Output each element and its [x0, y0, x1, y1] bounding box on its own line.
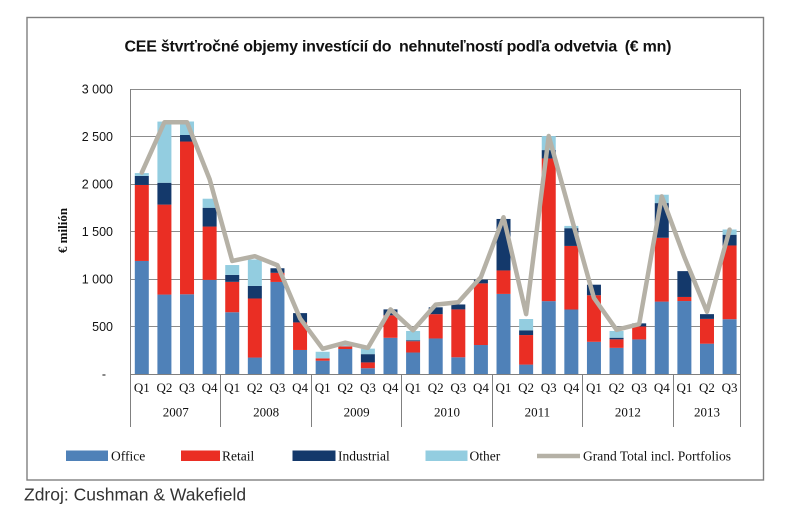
- svg-text:Q2: Q2: [247, 380, 263, 395]
- svg-text:Q1: Q1: [496, 380, 512, 395]
- svg-text:Other: Other: [470, 449, 501, 464]
- svg-text:1 000: 1 000: [82, 272, 113, 286]
- svg-text:Q1: Q1: [676, 380, 692, 395]
- svg-text:Q4: Q4: [292, 380, 308, 395]
- svg-text:2011: 2011: [525, 405, 551, 420]
- svg-text:Q1: Q1: [586, 380, 602, 395]
- svg-text:Q2: Q2: [518, 380, 534, 395]
- svg-text:2010: 2010: [434, 405, 460, 420]
- svg-text:Q3: Q3: [450, 380, 466, 395]
- svg-text:CEE štvrťročné objemy investíc: CEE štvrťročné objemy investícií do nehn…: [125, 39, 672, 56]
- svg-text:2008: 2008: [253, 405, 279, 420]
- svg-text:Office: Office: [111, 449, 145, 464]
- svg-text:Q3: Q3: [722, 380, 738, 395]
- svg-text:Q2: Q2: [699, 380, 715, 395]
- svg-text:Q4: Q4: [654, 380, 670, 395]
- svg-text:Industrial: Industrial: [338, 449, 390, 464]
- svg-text:3 000: 3 000: [82, 82, 113, 96]
- svg-text:-: -: [102, 367, 106, 381]
- svg-text:Q3: Q3: [541, 380, 557, 395]
- svg-text:Q1: Q1: [405, 380, 421, 395]
- svg-text:2012: 2012: [615, 405, 641, 420]
- svg-text:Q4: Q4: [383, 380, 399, 395]
- svg-text:2 000: 2 000: [82, 177, 113, 191]
- svg-text:1 500: 1 500: [82, 225, 113, 239]
- svg-text:2013: 2013: [694, 405, 720, 420]
- svg-text:Q3: Q3: [631, 380, 647, 395]
- svg-text:Q1: Q1: [134, 380, 150, 395]
- svg-text:Q3: Q3: [179, 380, 195, 395]
- svg-text:€ milión: € milión: [55, 207, 70, 253]
- svg-text:Q1: Q1: [224, 380, 240, 395]
- svg-text:Q1: Q1: [315, 380, 331, 395]
- svg-text:Q3: Q3: [360, 380, 376, 395]
- svg-text:Retail: Retail: [222, 449, 254, 464]
- svg-text:Q2: Q2: [156, 380, 172, 395]
- svg-text:Q2: Q2: [337, 380, 353, 395]
- svg-text:Q3: Q3: [269, 380, 285, 395]
- svg-text:500: 500: [92, 320, 113, 334]
- svg-text:Q4: Q4: [563, 380, 579, 395]
- svg-text:Grand Total incl. Portfolios: Grand Total incl. Portfolios: [583, 449, 731, 464]
- svg-text:2009: 2009: [344, 405, 370, 420]
- svg-text:Q4: Q4: [473, 380, 489, 395]
- svg-text:Zdroj: Cushman & Wakefield: Zdroj: Cushman & Wakefield: [24, 485, 246, 505]
- svg-text:2007: 2007: [163, 405, 190, 420]
- svg-text:2 500: 2 500: [82, 130, 113, 144]
- svg-text:Q2: Q2: [609, 380, 625, 395]
- svg-text:Q4: Q4: [202, 380, 218, 395]
- svg-text:Q2: Q2: [428, 380, 444, 395]
